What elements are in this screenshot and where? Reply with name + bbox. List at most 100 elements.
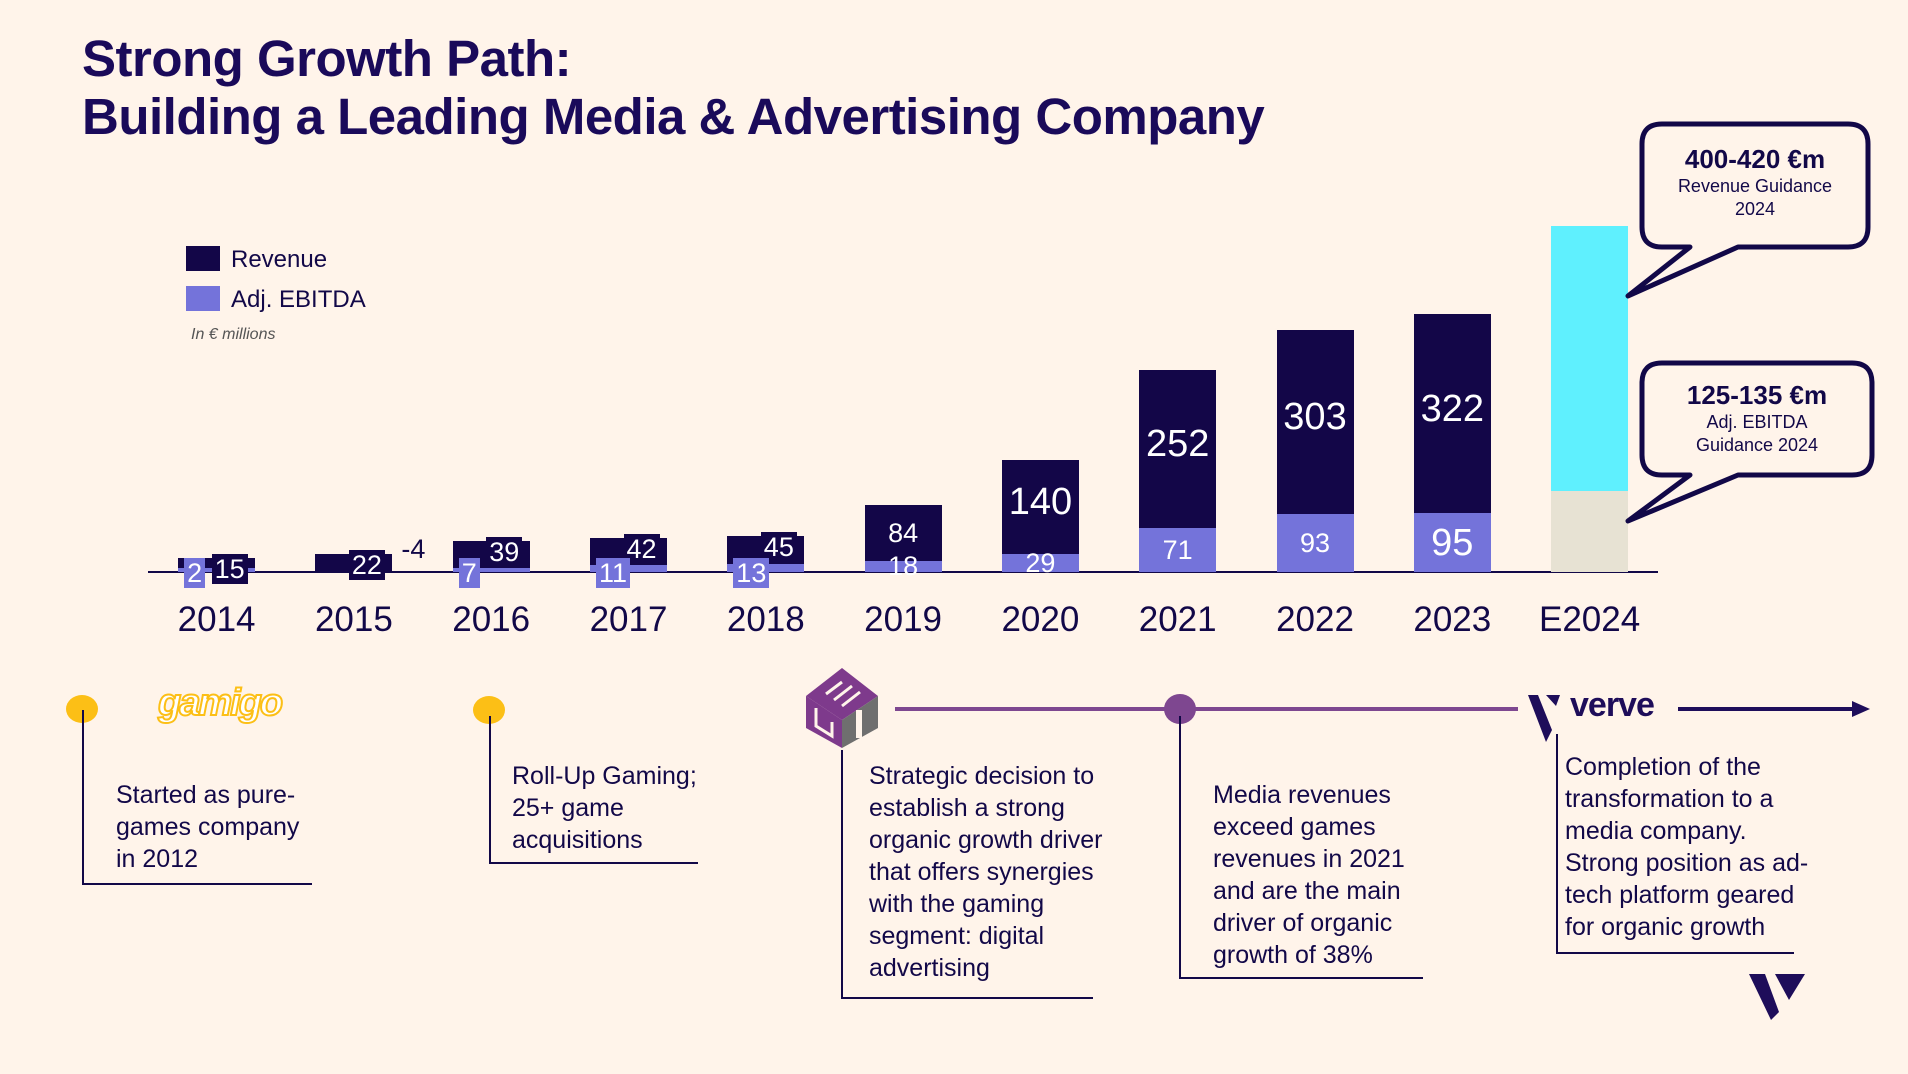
x-tick-label: 2022 — [1276, 600, 1354, 639]
data-label-revenue: 140 — [1008, 481, 1073, 523]
arrow-head-icon — [1852, 701, 1870, 717]
data-label-ebitda: 95 — [1431, 521, 1474, 564]
data-label-revenue: 42 — [623, 534, 660, 565]
data-label-revenue: 22 — [348, 550, 385, 581]
data-label-ebitda: -4 — [401, 534, 426, 564]
bar-ebitda — [1139, 527, 1217, 572]
callout-revenue-line2: 2024 — [1734, 199, 1776, 219]
timeline-line — [44, 668, 1870, 748]
x-tick-label: 2018 — [726, 600, 805, 639]
timeline-text-line: in 2012 — [116, 845, 199, 873]
unit-note: In € millions — [191, 326, 276, 343]
timeline-text-line: Started as pure- — [116, 781, 296, 809]
callout-revenue: 400-420 €m Revenue Guidance 2024 — [1642, 144, 1868, 221]
gamigo-logo: gamigo — [157, 681, 284, 725]
x-tick-label: 2015 — [314, 600, 393, 639]
legend-swatch-ebitda — [186, 286, 220, 311]
timeline-underline — [82, 883, 312, 885]
timeline-text-line: Completion of the — [1565, 753, 1761, 781]
data-label-ebitda: 13 — [733, 558, 770, 588]
timeline-text-line: organic growth driver — [869, 826, 1103, 854]
timeline-underline — [841, 997, 1093, 999]
timeline-text-line: acquisitions — [512, 826, 643, 854]
timeline-text-line: segment: digital — [869, 922, 1045, 950]
data-label-ebitda: 71 — [1162, 534, 1193, 565]
callout-ebitda-value: 125-135 €m — [1686, 380, 1828, 410]
callout-ebitda-line2: Guidance 2024 — [1695, 435, 1819, 455]
data-label-ebitda: 11 — [596, 558, 631, 588]
bar-revenue — [864, 504, 942, 572]
timeline-text-line: with the gaming — [869, 890, 1045, 918]
legend-label-revenue: Revenue — [231, 246, 328, 273]
data-label-revenue: 39 — [486, 536, 523, 567]
timeline-text-line: Roll-Up Gaming; — [512, 762, 697, 790]
data-label-ebitda: 18 — [888, 551, 919, 582]
timeline-text-5: Completion of the transformation to a medi… — [1565, 751, 1808, 943]
timeline-text-line: tech platform geared — [1565, 881, 1795, 909]
data-label-revenue: 303 — [1283, 395, 1347, 438]
timeline-text-line: exceed games — [1213, 813, 1376, 841]
timeline-text-line: Strategic decision to — [869, 762, 1095, 790]
timeline-text-line: and are the main — [1213, 877, 1401, 905]
callout-ebitda: 125-135 €m Adj. EBITDA Guidance 2024 — [1642, 380, 1872, 457]
legend-swatch-revenue — [186, 246, 220, 271]
timeline-connector — [1179, 716, 1181, 977]
timeline-text-line: growth of 38% — [1213, 941, 1373, 969]
timeline-text-4: Media revenues exceed games revenues in 20… — [1213, 779, 1405, 971]
legend-label-ebitda: Adj. EBITDA — [231, 286, 366, 313]
timeline-text-line: Media revenues — [1213, 781, 1391, 809]
timeline-text-3: Strategic decision to establish a strong o… — [869, 760, 1102, 984]
timeline-text-line: revenues in 2021 — [1213, 845, 1405, 873]
x-tick-label: 2014 — [177, 600, 256, 639]
bar-ebitda — [1276, 514, 1354, 572]
timeline-connector — [489, 716, 491, 862]
timeline-underline — [1179, 977, 1423, 979]
x-tick-label: 2021 — [1138, 600, 1217, 639]
page-title: Strong Growth Path: Building a Leading M… — [82, 30, 1265, 146]
data-label-ebitda: 2 — [184, 558, 206, 588]
title-line-1: Strong Growth Path: — [82, 30, 572, 87]
verve-logo-icon — [1528, 695, 1560, 742]
timeline-text-line: that offers synergies — [869, 858, 1094, 886]
timeline-text-line: games company — [116, 813, 300, 841]
data-label-revenue: 252 — [1145, 423, 1210, 466]
timeline-dot-2 — [473, 696, 505, 724]
data-label-revenue: 322 — [1420, 387, 1484, 430]
timeline-text-line: Strong position as ad- — [1565, 849, 1809, 877]
timeline-text-line: establish a strong — [869, 794, 1065, 822]
callout-revenue-line1: Revenue Guidance — [1677, 176, 1833, 196]
timeline-connector — [841, 750, 843, 997]
mgi-logo-icon — [806, 668, 878, 748]
bar-ebitda — [452, 567, 530, 572]
data-label-ebitda: 29 — [1025, 548, 1056, 578]
timeline-underline — [1556, 952, 1794, 954]
data-label-ebitda: 7 — [458, 558, 480, 588]
verve-logo: verve — [1570, 686, 1655, 724]
verve-corner-logo-icon — [1749, 974, 1805, 1020]
x-tick-label: 2023 — [1413, 600, 1492, 639]
x-axis-line — [148, 571, 1658, 573]
title-line-2: Building a Leading Media & Advertising C… — [82, 88, 1265, 145]
timeline-connector — [1556, 734, 1558, 952]
data-label-revenue: 84 — [888, 517, 919, 548]
data-label-ebitda: 93 — [1299, 528, 1331, 559]
callout-revenue-value: 400-420 €m — [1684, 144, 1826, 174]
timeline-text-line: driver of organic — [1213, 909, 1393, 937]
data-label-revenue: 45 — [760, 532, 797, 562]
callout-bubbles — [1625, 121, 1875, 524]
timeline-text-line: transformation to a — [1565, 785, 1774, 813]
callout-revenue-bubble — [1625, 121, 1871, 299]
timeline-underline — [489, 862, 698, 864]
timeline-dot-1 — [66, 695, 98, 723]
timeline-text-line: advertising — [869, 954, 990, 982]
x-tick-label: 2017 — [589, 600, 668, 639]
x-tick-label: 2019 — [864, 600, 943, 639]
timeline-dot-4 — [1164, 694, 1196, 724]
callout-ebitda-line1: Adj. EBITDA — [1706, 412, 1808, 432]
x-tick-label: 2016 — [452, 600, 531, 639]
data-label-revenue: 15 — [211, 554, 248, 584]
timeline-text-line: for organic growth — [1565, 913, 1766, 941]
timeline-text-1: Started as pure-games company in 2012 — [116, 779, 299, 875]
bar-chart: 2014 15 2 2015 22 -4 2016 39 7 2017 42 11 2018 45 13 20… — [148, 226, 1658, 639]
timeline-text-line: media company. — [1565, 817, 1747, 845]
